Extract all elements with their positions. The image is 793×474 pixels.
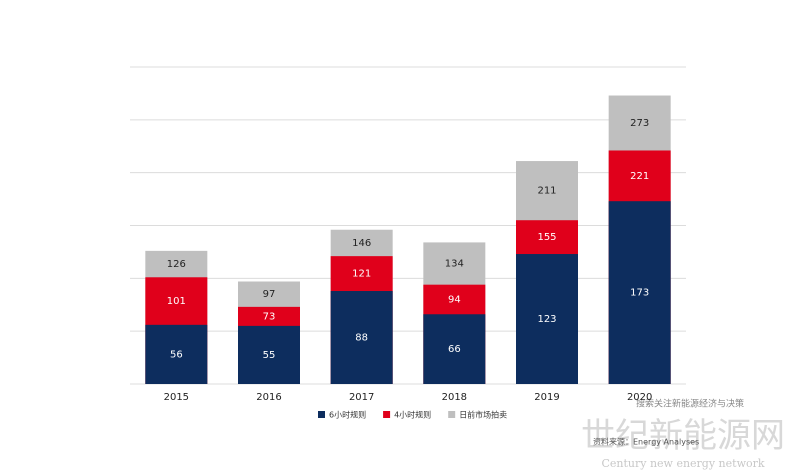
data-label: 273 <box>630 118 649 129</box>
data-label: 88 <box>355 333 368 344</box>
data-label: 134 <box>445 259 464 270</box>
legend-label: 4小时规则 <box>394 410 431 420</box>
data-label: 66 <box>448 344 461 355</box>
source-note: 资料来源：Energy Analyses <box>593 437 699 447</box>
data-label: 73 <box>263 311 276 322</box>
watermark-subtitle: Century new energy network <box>601 457 764 470</box>
x-tick-label: 2019 <box>534 392 559 403</box>
x-tick-label: 2015 <box>164 392 189 403</box>
data-label: 101 <box>167 296 186 307</box>
bar <box>238 325 300 384</box>
data-label: 211 <box>537 186 556 197</box>
x-tick-label: 2020 <box>627 392 652 403</box>
data-label: 221 <box>630 171 649 182</box>
x-tick-label: 2018 <box>442 392 467 403</box>
data-label: 123 <box>537 314 556 325</box>
bar <box>608 201 671 384</box>
legend-label: 6小时规则 <box>329 410 366 420</box>
data-label: 155 <box>537 232 556 243</box>
data-label: 55 <box>263 350 276 361</box>
data-label: 173 <box>630 288 649 299</box>
data-label: 121 <box>352 269 371 280</box>
watermark-banner: 搜索关注新能源经济与决策 <box>636 398 744 410</box>
x-tick-label: 2016 <box>256 392 281 403</box>
bar <box>423 314 486 384</box>
legend-swatch <box>448 411 456 418</box>
data-label: 56 <box>170 349 183 360</box>
bar <box>330 291 393 384</box>
legend-label: 日前市场拍卖 <box>459 410 507 420</box>
data-label: 97 <box>263 289 276 300</box>
data-label: 146 <box>352 238 371 249</box>
x-tick-label: 2017 <box>349 392 374 403</box>
data-label: 94 <box>448 294 461 305</box>
legend-swatch <box>383 411 391 418</box>
legend-swatch <box>318 411 325 418</box>
bar <box>145 324 208 384</box>
data-label: 126 <box>167 259 186 270</box>
bar <box>516 254 578 384</box>
watermark-title: 世纪新能源网 <box>581 416 785 456</box>
